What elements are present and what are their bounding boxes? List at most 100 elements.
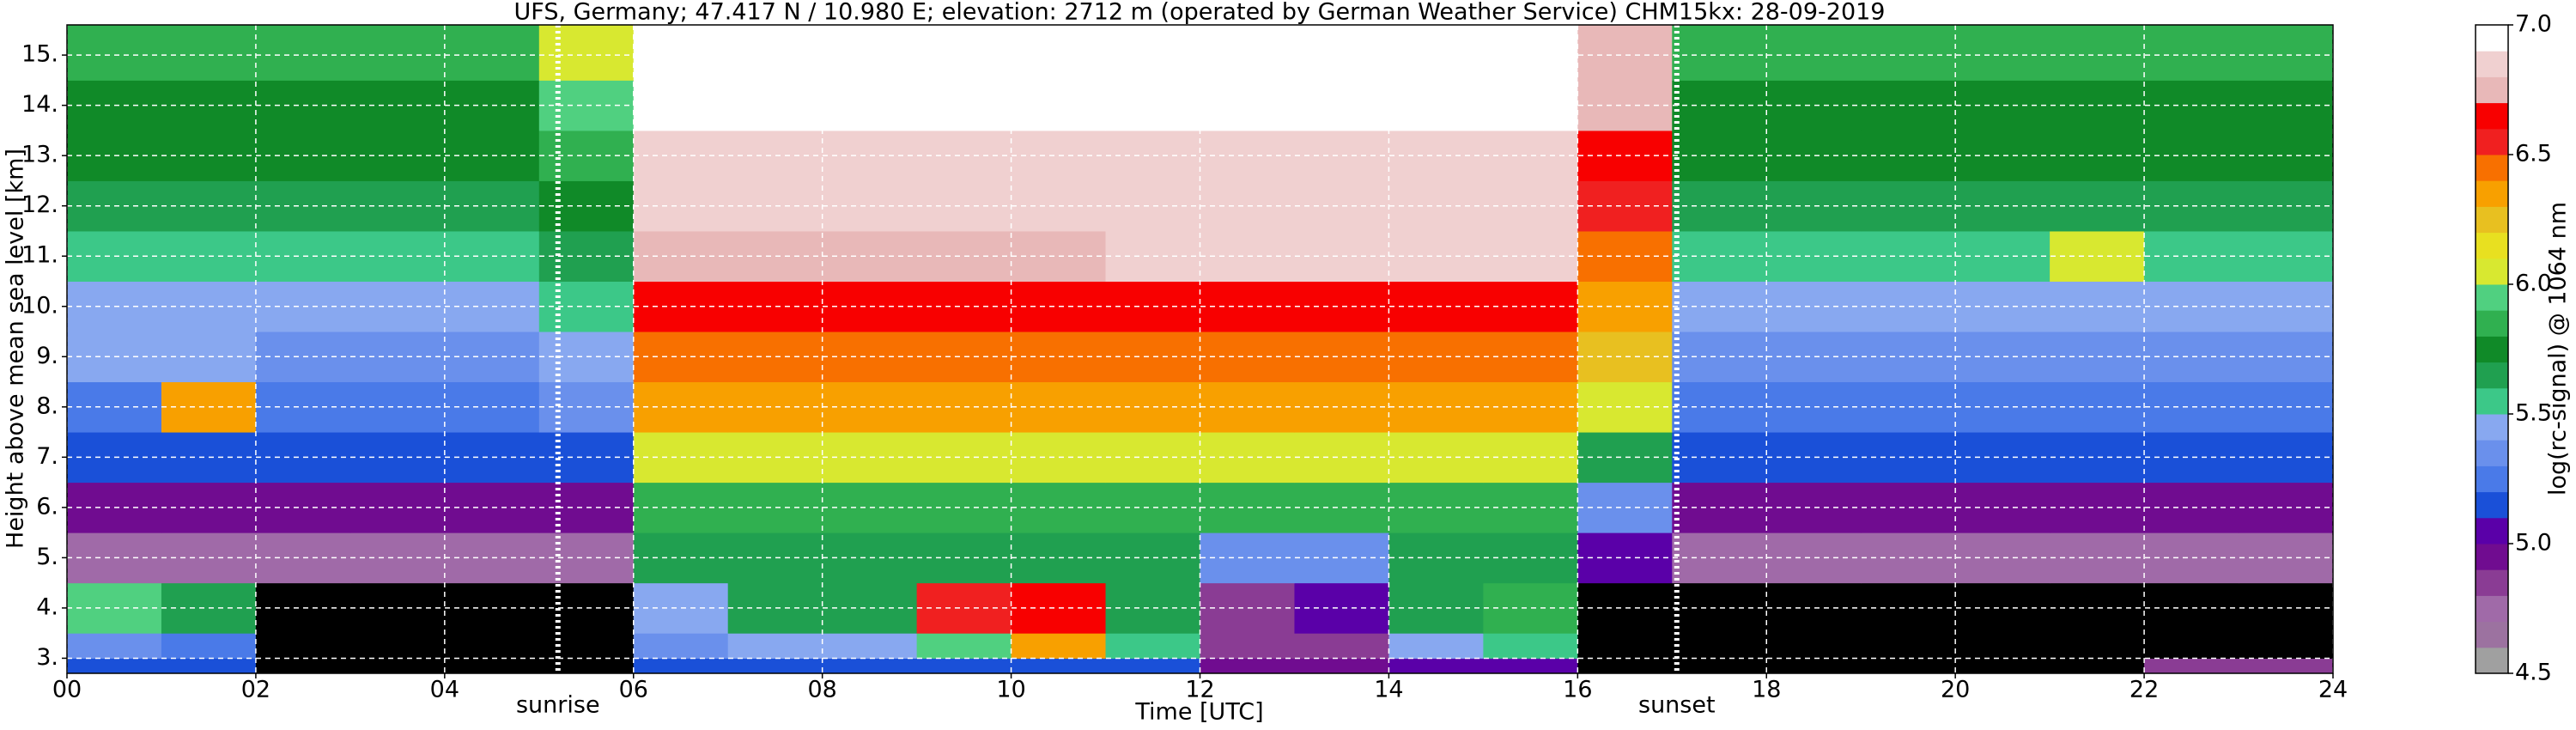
heatmap-cell	[67, 633, 162, 659]
colorbar-segment	[2476, 155, 2508, 181]
heatmap-cell	[1955, 633, 2050, 659]
heatmap-cell	[1577, 25, 1673, 81]
x-tick-label: 22	[2129, 677, 2159, 703]
heatmap-cell	[1672, 633, 1767, 659]
y-tick-label: 15.	[21, 41, 58, 68]
colorbar-tick-label: 6.0	[2515, 271, 2552, 297]
y-tick-label: 12.	[21, 192, 58, 218]
y-tick-label: 8.	[36, 392, 58, 419]
colorbar-segment	[2476, 128, 2508, 155]
heatmap-cell	[2144, 25, 2239, 81]
heatmap-cell	[255, 658, 351, 674]
y-tick-label: 14.	[21, 91, 58, 118]
heatmap-cell	[727, 25, 823, 81]
heatmap-cell	[633, 658, 729, 674]
annotation-label: sunrise	[516, 692, 600, 719]
heatmap-cell	[2050, 658, 2145, 674]
colorbar-segment	[2476, 621, 2508, 648]
x-tick-label: 10	[996, 677, 1025, 703]
heatmap-cell	[255, 633, 351, 659]
heatmap-cell	[1011, 633, 1107, 659]
x-tick-label: 12	[1185, 677, 1214, 703]
x-tick-label: 24	[2318, 677, 2348, 703]
heatmap-cell	[444, 25, 540, 81]
colorbar-tick-label: 7.0	[2515, 11, 2552, 38]
y-tick-label: 9.	[36, 343, 58, 369]
y-tick-label: 3.	[36, 644, 58, 671]
colorbar-segment	[2476, 258, 2508, 285]
heatmap-cell	[2239, 633, 2334, 659]
heatmap-cell	[1294, 633, 1389, 659]
heatmap-cell	[633, 633, 729, 659]
y-tick-label: 6.	[36, 493, 58, 520]
heatmap-cell	[2144, 658, 2239, 674]
heatmap-cell	[161, 633, 257, 659]
x-tick-label: 14	[1374, 677, 1403, 703]
heatmap-cell	[1672, 25, 1767, 81]
heatmap-cell	[916, 633, 1012, 659]
colorbar-segment	[2476, 362, 2508, 389]
y-tick-label: 10.	[21, 292, 58, 319]
colorbar-segment	[2476, 25, 2508, 52]
colorbar-tick-label: 4.5	[2515, 660, 2552, 686]
colorbar-segment	[2476, 284, 2508, 311]
heatmap-cell	[1011, 658, 1107, 674]
heatmap-cell	[916, 25, 1012, 81]
colorbar-label: log(rc-signal) @ 1064 nm	[2545, 202, 2572, 496]
y-tick-label: 4.	[36, 593, 58, 620]
heatmap-cell	[1577, 633, 1673, 659]
heatmap-cell	[1294, 658, 1389, 674]
heatmap-cell	[2239, 658, 2334, 674]
heatmap-cell	[1105, 633, 1200, 659]
heatmap-cell	[444, 633, 540, 659]
heatmap-cell	[1483, 633, 1578, 659]
x-tick-label: 06	[619, 677, 648, 703]
heatmap-cell	[1483, 25, 1578, 81]
heatmap-cell	[67, 658, 162, 674]
heatmap-cell	[1766, 633, 1862, 659]
chart-title: UFS, Germany; 47.417 N / 10.980 E; eleva…	[514, 0, 1886, 26]
x-tick-label: 04	[430, 677, 459, 703]
heatmap-cell	[916, 658, 1012, 674]
colorbar-segment	[2476, 51, 2508, 77]
colorbar-segment	[2476, 102, 2508, 130]
heatmap-cell	[1294, 25, 1389, 81]
heatmap-cell	[1766, 25, 1862, 81]
plot-frame	[66, 24, 2334, 674]
colorbar-tick-label: 5.5	[2515, 400, 2552, 427]
x-tick-label: 08	[807, 677, 836, 703]
colorbar-segment	[2476, 310, 2508, 337]
colorbar-frame	[2475, 24, 2509, 674]
heatmap-cell	[538, 25, 635, 81]
y-tick-label: 7.	[36, 443, 58, 470]
heatmap-cell	[1388, 633, 1484, 659]
y-tick-label: 13.	[21, 142, 58, 168]
heatmap-cell	[1861, 25, 1956, 81]
colorbar-segment	[2476, 387, 2508, 415]
colorbar-segment	[2476, 595, 2508, 623]
heatmap-cell	[349, 658, 446, 674]
colorbar-tick-label: 5.0	[2515, 530, 2552, 557]
colorbar-segment	[2476, 336, 2508, 363]
x-tick-label: 02	[241, 677, 270, 703]
heatmap-cell	[161, 25, 257, 81]
heatmap-cell	[822, 25, 918, 81]
annotation-label: sunset	[1638, 692, 1716, 719]
heatmap-cell	[633, 25, 729, 81]
colorbar-segment	[2476, 544, 2508, 570]
heatmap-cell	[1011, 25, 1107, 81]
heatmap-cell	[727, 633, 823, 659]
heatmap-cell	[1861, 658, 1956, 674]
heatmap-cell	[1955, 658, 2050, 674]
y-tick-label: 5.	[36, 544, 58, 570]
heatmap-cell	[1577, 658, 1673, 674]
heatmap-cell	[2050, 633, 2145, 659]
heatmap-cell	[2239, 25, 2334, 81]
heatmap-cell	[538, 658, 635, 674]
colorbar-segment	[2476, 569, 2508, 596]
heatmap-cell	[1483, 658, 1578, 674]
heatmap-cell	[538, 633, 635, 659]
colorbar-segment	[2476, 232, 2508, 259]
heatmap-cell	[1861, 633, 1956, 659]
heatmap-cell	[1766, 658, 1862, 674]
